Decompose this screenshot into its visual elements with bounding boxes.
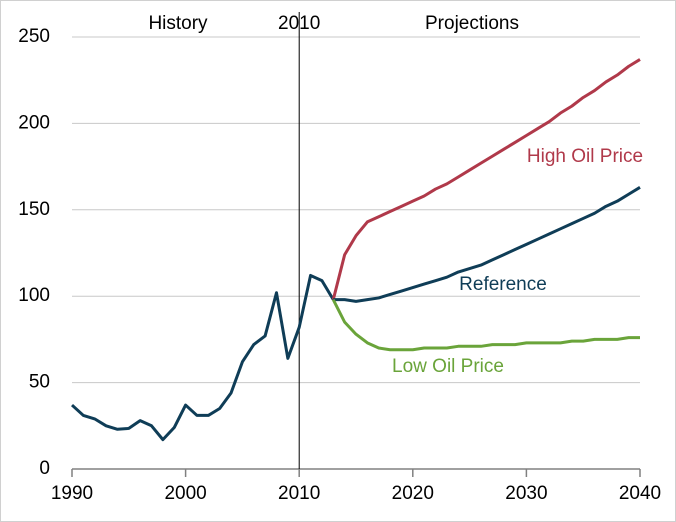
y-tick-label: 50 — [29, 372, 50, 393]
x-tick-label: 2020 — [392, 483, 434, 504]
x-tick-label: 2040 — [619, 483, 661, 504]
series-label: High Oil Price — [527, 146, 643, 167]
y-tick-label: 250 — [18, 26, 50, 47]
series-line — [70, 273, 335, 442]
series-line — [333, 186, 641, 303]
series-label: Reference — [459, 274, 547, 295]
x-tick-label: 2030 — [505, 483, 547, 504]
divider-label: 2010 — [278, 13, 320, 34]
y-tick-label: 150 — [18, 199, 50, 220]
y-tick-label: 200 — [18, 112, 50, 133]
x-tick-label: 2000 — [164, 483, 206, 504]
x-tick-label: 1990 — [51, 483, 93, 504]
x-tick-label: 2010 — [278, 483, 320, 504]
series-label: Low Oil Price — [392, 356, 504, 377]
annotation: Projections — [425, 13, 519, 34]
series-line — [331, 298, 640, 352]
series-line — [331, 58, 641, 301]
y-tick-label: 100 — [18, 285, 50, 306]
y-tick-label: 0 — [39, 458, 50, 479]
annotation: History — [148, 13, 208, 34]
